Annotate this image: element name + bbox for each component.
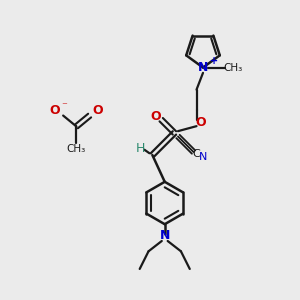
Text: N: N	[198, 61, 208, 74]
Text: CH₃: CH₃	[224, 63, 243, 73]
Text: +: +	[210, 56, 218, 66]
Text: H: H	[135, 142, 145, 155]
Text: O: O	[50, 104, 60, 117]
Text: O: O	[151, 110, 161, 123]
Text: ⁻: ⁻	[62, 102, 68, 112]
Text: C: C	[193, 149, 200, 159]
Text: O: O	[196, 116, 206, 129]
Text: N: N	[160, 229, 170, 242]
Text: N: N	[199, 152, 207, 162]
Text: CH₃: CH₃	[67, 144, 86, 154]
Text: O: O	[93, 104, 103, 117]
